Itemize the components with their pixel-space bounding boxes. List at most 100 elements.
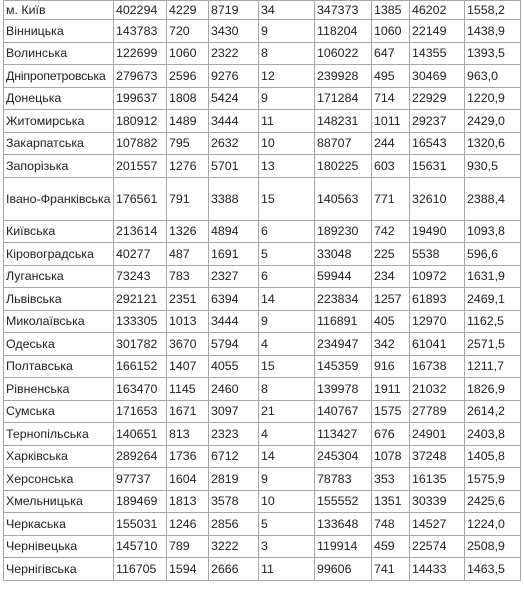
value-cell-7: 5538 [409,242,465,266]
value-cell-6: 1011 [371,109,410,133]
value-cell-3: 3388 [208,176,259,221]
value-cell-7: 29237 [409,109,465,133]
table-row: Вінницька 143783 720 3430 9 118204 1060 22149 14… [3,19,521,43]
value-cell-2: 2596 [166,64,209,88]
value-cell-2: 1594 [166,557,209,581]
value-cell-1: 213614 [113,219,167,243]
value-cell-7: 22149 [409,19,465,43]
value-cell-4: 4 [258,332,315,356]
value-cell-3: 3578 [208,489,259,513]
value-cell-1: 199637 [113,86,167,110]
value-cell-5: 113427 [314,422,372,446]
value-cell-6: 676 [371,422,410,446]
region-cell: Житомирська [3,109,114,133]
value-cell-3: 3444 [208,309,259,333]
region-cell: Дніпропетровська [3,64,114,88]
value-cell-4: 11 [258,557,315,581]
value-cell-5: 140563 [314,176,372,221]
value-cell-4: 8 [258,377,315,401]
value-cell-8: 2614,2 [464,399,521,423]
value-cell-6: 714 [371,86,410,110]
value-cell-4: 5 [258,512,315,536]
value-cell-8: 2429,0 [464,109,521,133]
value-cell-5: 88707 [314,131,372,155]
value-cell-6: 459 [371,534,410,558]
value-cell-5: 239928 [314,64,372,88]
value-cell-8: 1320,6 [464,131,521,155]
value-cell-7: 22574 [409,534,465,558]
value-cell-5: 133648 [314,512,372,536]
table-row: Кіровоградська 40277 487 1691 5 33048 225 5538 5… [3,242,521,266]
value-cell-3: 6394 [208,287,259,311]
region-cell: Закарпатська [3,131,114,155]
table-row: Чернігівська 116705 1594 2666 11 99606 741 1443… [3,557,521,581]
value-cell-4: 4 [258,422,315,446]
value-cell-4: 10 [258,131,315,155]
value-cell-6: 1060 [371,19,410,43]
value-cell-4: 9 [258,19,315,43]
value-cell-7: 27789 [409,399,465,423]
value-cell-7: 30339 [409,489,465,513]
region-cell: м. Київ [3,0,114,20]
value-cell-3: 2322 [208,41,259,65]
value-cell-2: 1246 [166,512,209,536]
table-row: Миколаївська 133305 1013 3444 9 116891 405 1297… [3,309,521,333]
value-cell-8: 2571,5 [464,332,521,356]
value-cell-5: 155552 [314,489,372,513]
value-cell-2: 4229 [166,0,209,20]
value-cell-2: 1489 [166,109,209,133]
value-cell-1: 402294 [113,0,167,20]
value-cell-6: 353 [371,467,410,491]
value-cell-2: 720 [166,19,209,43]
table-row: Житомирська 180912 1489 3444 11 148231 1011 292… [3,109,521,133]
value-cell-1: 171653 [113,399,167,423]
table-row: Запорізька 201557 1276 5701 13 180225 603 15631… [3,154,521,178]
value-cell-6: 1385 [371,0,410,20]
value-cell-3: 2856 [208,512,259,536]
value-cell-8: 1224,0 [464,512,521,536]
value-cell-4: 8 [258,41,315,65]
value-cell-8: 963,0 [464,64,521,88]
value-cell-2: 1808 [166,86,209,110]
value-cell-6: 748 [371,512,410,536]
value-cell-8: 2508,9 [464,534,521,558]
value-cell-3: 3097 [208,399,259,423]
value-cell-3: 5424 [208,86,259,110]
value-cell-3: 3430 [208,19,259,43]
value-cell-2: 1013 [166,309,209,333]
value-cell-5: 347373 [314,0,372,20]
value-cell-2: 813 [166,422,209,446]
value-cell-6: 225 [371,242,410,266]
table-row: Київська 213614 1326 4894 6 189230 742 19490 109… [3,219,521,243]
value-cell-3: 3444 [208,109,259,133]
value-cell-8: 930,5 [464,154,521,178]
value-cell-1: 40277 [113,242,167,266]
table-row: Львівська 292121 2351 6394 14 223834 1257 61893… [3,287,521,311]
value-cell-6: 1257 [371,287,410,311]
region-cell: Тернопільська [3,422,114,446]
value-cell-8: 1393,5 [464,41,521,65]
value-cell-3: 2819 [208,467,259,491]
value-cell-8: 1220,9 [464,86,521,110]
value-cell-4: 10 [258,489,315,513]
value-cell-4: 6 [258,264,315,288]
table-row: Волинська 122699 1060 2322 8 106022 647 14355 13… [3,41,521,65]
region-cell: Кіровоградська [3,242,114,266]
value-cell-7: 19490 [409,219,465,243]
value-cell-6: 603 [371,154,410,178]
value-cell-7: 46202 [409,0,465,20]
value-cell-4: 9 [258,467,315,491]
value-cell-5: 59944 [314,264,372,288]
value-cell-7: 61041 [409,332,465,356]
value-cell-6: 741 [371,557,410,581]
region-cell: Херсонська [3,467,114,491]
value-cell-4: 21 [258,399,315,423]
value-cell-8: 1211,7 [464,354,521,378]
value-cell-2: 2351 [166,287,209,311]
value-cell-6: 244 [371,131,410,155]
table-row: Одеська 301782 3670 5794 4 234947 342 61041 2571… [3,332,521,356]
value-cell-8: 1631,9 [464,264,521,288]
value-cell-3: 2632 [208,131,259,155]
value-cell-8: 1162,5 [464,309,521,333]
value-cell-4: 9 [258,86,315,110]
